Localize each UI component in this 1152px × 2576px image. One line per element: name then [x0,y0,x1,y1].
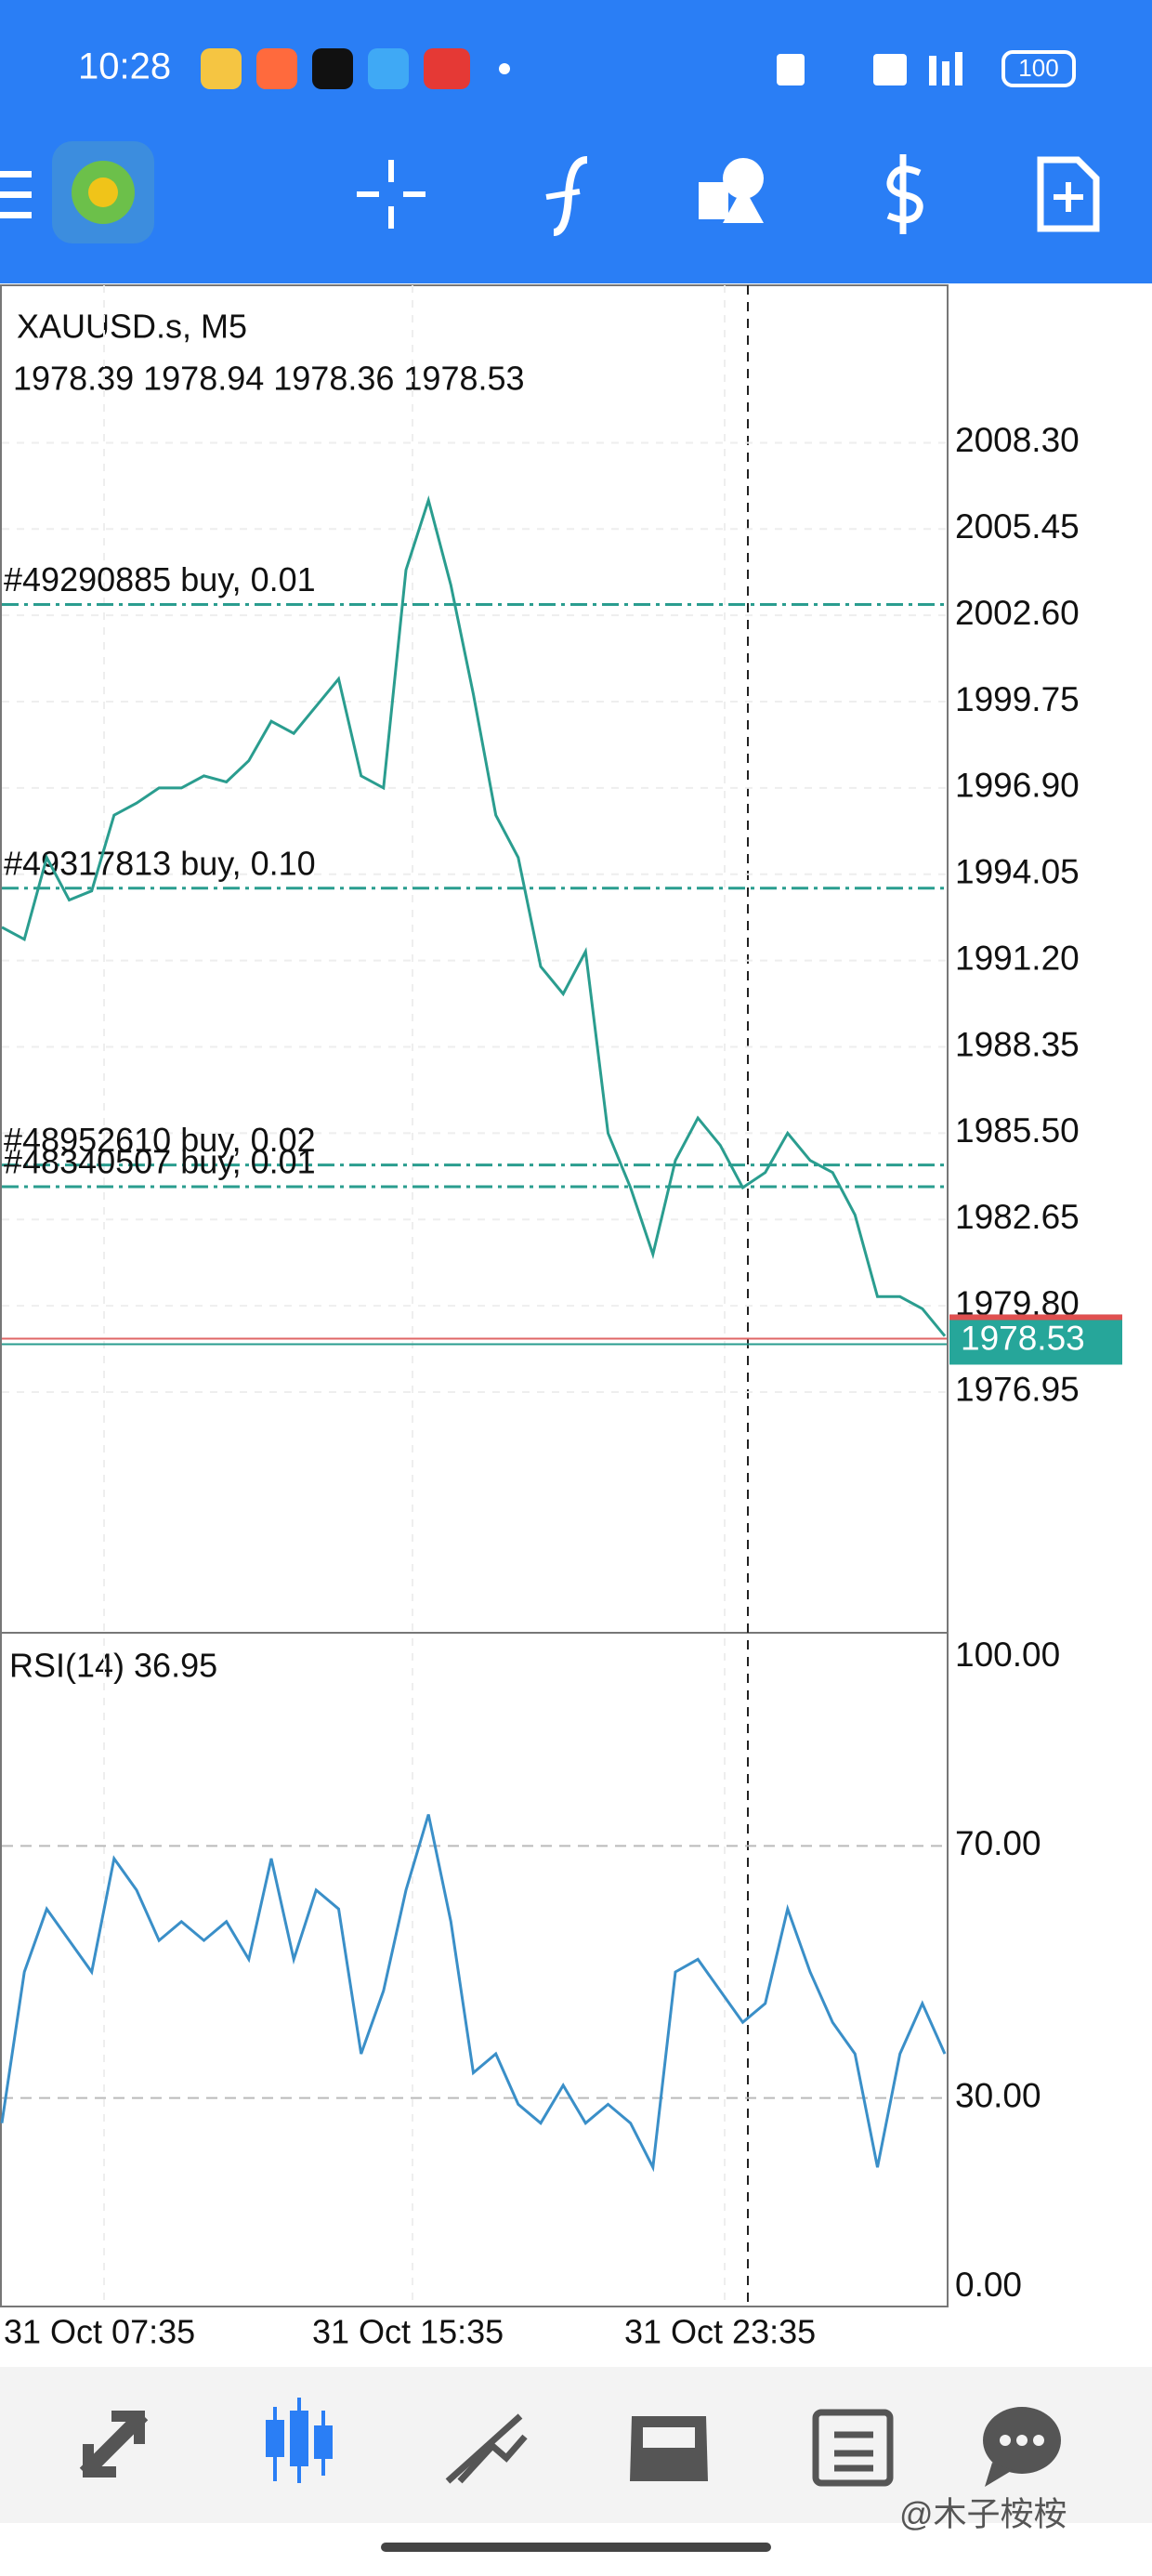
order-label: #49290885 buy, 0.01 [4,560,316,598]
rsi-tick-label: 30.00 [955,2076,1041,2114]
shape [1033,2435,1044,2446]
price-tick-label: 1985.50 [955,1111,1080,1150]
shape [723,186,764,223]
price-tick-label: 2002.60 [955,594,1080,632]
shape [499,63,510,74]
shape [368,48,409,89]
rsi-label: RSI(14) 36.95 [9,1647,217,1685]
shape [873,54,907,85]
price-tick-label: 2008.30 [955,421,1080,459]
shape [723,158,764,199]
shape [273,2407,277,2481]
rsi-tick-label: 100.00 [955,1636,1060,1674]
shape [312,48,353,89]
shape [812,2409,894,2487]
price-tick-label: 1996.90 [955,767,1080,805]
shape [256,48,297,89]
price-tick-label: 1999.75 [955,680,1080,718]
shape [1016,2435,1028,2446]
status-indicators [777,50,1076,87]
current-price-box-top [949,1314,1122,1321]
shape [0,212,32,218]
rsi-line [0,1814,947,2173]
time-label: 31 Oct 07:35 [4,2313,195,2351]
watermark: @木子桉桉 [899,2495,1067,2533]
price-tick-label: 1988.35 [955,1025,1080,1063]
crosshair-button[interactable] [357,160,425,229]
new-order-button[interactable] [1037,156,1100,232]
price-tick-label: 2005.45 [955,507,1080,545]
shape [955,52,962,85]
shape [545,189,581,200]
price-tick-label: 1991.20 [955,939,1080,977]
shape [424,48,470,89]
price-tick-label: 1982.65 [955,1198,1080,1236]
menu-button[interactable] [0,171,32,218]
nav-trade[interactable] [445,2413,528,2484]
home-indicator [381,2543,771,2552]
shape [699,182,728,219]
symbol-title: XAUUSD.s, M5 [17,308,247,346]
status-time: 10:28 [78,46,171,87]
price-line [1,494,947,1337]
nav-chart[interactable] [266,2398,333,2483]
shape [929,56,936,85]
shape [0,191,32,198]
shape [445,2413,523,2484]
price-tick-label: 1976.95 [955,1371,1080,1409]
shape [1037,156,1100,232]
shape [321,2411,325,2476]
shape [297,2398,301,2483]
rsi-tick-label: 0.00 [955,2266,1022,2304]
battery-level: 100 [1018,54,1058,82]
shape [88,177,118,207]
shape [0,1632,949,2307]
shape [1000,2435,1011,2446]
shape [942,61,949,85]
nav-chat[interactable] [983,2407,1061,2487]
shape [0,284,949,1634]
trade-button[interactable] [886,154,923,234]
shape [777,54,805,85]
indicators-button[interactable] [545,156,588,236]
shape [985,2463,1013,2487]
ohlc-values: 1978.39 1978.94 1978.36 1978.53 [13,360,525,398]
app-icon[interactable] [52,141,154,243]
current-price-box [949,1314,1122,1365]
nav-history[interactable] [630,2416,708,2481]
price-tick-label: 1994.05 [955,853,1080,891]
chart-area [0,284,949,2307]
order-label: #48952610 buy, 0.02 [4,1121,316,1159]
time-label: 31 Oct 23:35 [624,2313,816,2351]
order-label: #48340507 buy, 0.01 [4,1143,316,1181]
header-background [0,0,1152,283]
shape [201,48,242,89]
bottom-nav [0,2367,1152,2523]
shape [643,2427,695,2448]
shape [457,2434,528,2484]
shape [0,171,32,177]
current-price-label: 1978.53 [961,1319,1085,1357]
nav-quotes[interactable] [79,2411,149,2477]
time-label: 31 Oct 15:35 [312,2313,504,2351]
shape [1001,50,1076,87]
shape [630,2416,708,2481]
objects-button[interactable] [699,158,764,223]
shape [83,2412,149,2477]
rsi-tick-label: 70.00 [955,1824,1041,1862]
nav-news[interactable] [812,2409,894,2487]
status-app-icons [201,48,510,89]
